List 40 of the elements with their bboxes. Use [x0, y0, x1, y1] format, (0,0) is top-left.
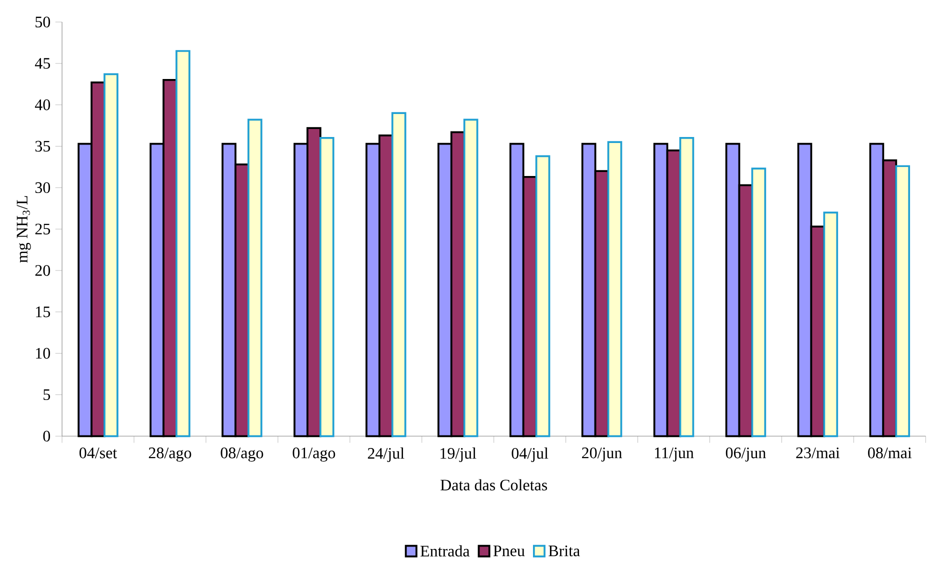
legend-label: Brita — [548, 545, 580, 556]
bar — [823, 211, 838, 437]
x-tick-label: 08/ago — [220, 447, 264, 462]
x-tick-label: 23/mai — [796, 447, 840, 458]
bar — [751, 168, 766, 437]
y-tick-label: 10 — [36, 348, 50, 359]
y-axis-title: mg NH$_{3}$/L — [16, 196, 31, 263]
x-tick-label: 11/jun — [655, 447, 694, 462]
bar — [679, 136, 694, 437]
bar — [104, 73, 118, 437]
y-tick-label: 45 — [34, 58, 50, 69]
bar — [607, 141, 622, 437]
y-tick-label: 30 — [35, 182, 50, 193]
bar — [391, 112, 406, 437]
y-tick-label: 0 — [43, 430, 50, 442]
x-axis-title: Data das Coletas — [440, 479, 548, 490]
y-tick-label: 20 — [35, 264, 50, 276]
bar — [176, 50, 190, 437]
y-tick-label: 50 — [36, 16, 50, 28]
y-tick-label: 40 — [34, 99, 50, 110]
legend-label: Pneu — [493, 545, 525, 556]
x-tick-label: 01/ago — [292, 447, 336, 462]
y-tick-label: 5 — [44, 389, 50, 400]
legend-label: Entrada — [420, 545, 470, 556]
bar — [535, 155, 550, 437]
bar — [463, 118, 478, 437]
x-tick-label: 06/jun — [726, 447, 766, 462]
x-tick-label: 28/ago — [148, 447, 192, 462]
bar — [248, 118, 262, 437]
y-tick-label: 15 — [36, 306, 50, 318]
x-tick-label: 04/jul — [512, 447, 548, 462]
x-tick-label: 08/mai — [868, 447, 912, 458]
bar — [319, 136, 334, 437]
y-tick-label: 25 — [35, 224, 50, 234]
bar — [895, 165, 910, 437]
x-tick-label: 20/jun — [582, 447, 622, 462]
x-tick-label: 24/jul — [368, 447, 404, 462]
x-tick-label: 19/jul — [440, 447, 476, 462]
x-tick-label: 04/set — [80, 447, 118, 458]
y-tick-label: 35 — [35, 140, 50, 152]
